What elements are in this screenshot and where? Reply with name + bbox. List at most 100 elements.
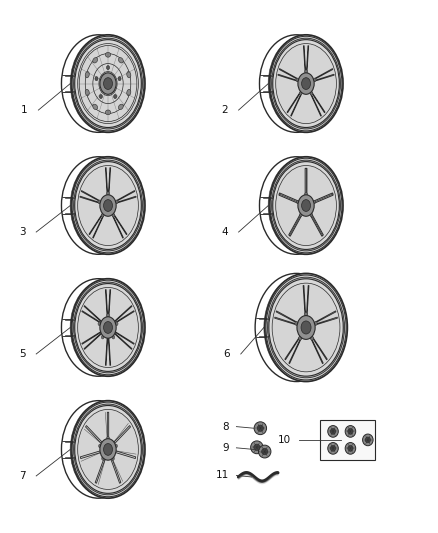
Polygon shape: [108, 335, 111, 366]
Bar: [320, 420, 374, 460]
Ellipse shape: [106, 110, 111, 115]
Ellipse shape: [75, 406, 141, 494]
Ellipse shape: [258, 445, 271, 458]
Ellipse shape: [98, 322, 101, 326]
Ellipse shape: [365, 437, 371, 443]
Text: 7: 7: [19, 471, 25, 481]
Ellipse shape: [71, 35, 145, 132]
Ellipse shape: [297, 316, 315, 340]
Polygon shape: [304, 46, 306, 76]
Ellipse shape: [251, 441, 263, 454]
Polygon shape: [113, 450, 136, 458]
Polygon shape: [84, 305, 103, 323]
Ellipse shape: [254, 444, 260, 450]
Polygon shape: [82, 330, 102, 344]
Ellipse shape: [268, 37, 334, 130]
Polygon shape: [289, 74, 300, 82]
Text: 5: 5: [19, 349, 25, 359]
Ellipse shape: [107, 192, 110, 195]
Ellipse shape: [268, 159, 334, 252]
Ellipse shape: [71, 401, 145, 498]
Ellipse shape: [115, 200, 118, 204]
Ellipse shape: [71, 279, 145, 376]
Ellipse shape: [127, 90, 131, 95]
Polygon shape: [106, 183, 110, 198]
Ellipse shape: [100, 73, 116, 94]
Polygon shape: [312, 74, 334, 82]
Polygon shape: [304, 61, 308, 76]
Ellipse shape: [118, 58, 123, 63]
Text: 8: 8: [222, 422, 229, 432]
Ellipse shape: [269, 157, 343, 254]
Polygon shape: [287, 90, 302, 113]
Ellipse shape: [314, 321, 317, 325]
Polygon shape: [107, 412, 109, 442]
Polygon shape: [106, 335, 108, 366]
Ellipse shape: [328, 442, 338, 454]
Ellipse shape: [107, 437, 110, 440]
Ellipse shape: [102, 457, 104, 461]
Ellipse shape: [295, 321, 298, 325]
Polygon shape: [108, 289, 111, 320]
Text: 1: 1: [21, 105, 28, 115]
Polygon shape: [275, 317, 300, 326]
Ellipse shape: [95, 77, 98, 80]
Polygon shape: [309, 90, 318, 103]
Polygon shape: [113, 196, 125, 204]
Ellipse shape: [272, 160, 340, 251]
Polygon shape: [310, 90, 325, 113]
Polygon shape: [308, 211, 323, 236]
Ellipse shape: [112, 457, 114, 461]
Ellipse shape: [310, 92, 313, 95]
Ellipse shape: [304, 312, 307, 316]
Polygon shape: [113, 305, 132, 323]
Polygon shape: [113, 332, 132, 350]
Text: 4: 4: [221, 227, 228, 237]
Ellipse shape: [273, 161, 339, 249]
Ellipse shape: [115, 444, 117, 448]
Ellipse shape: [70, 37, 136, 130]
Ellipse shape: [103, 321, 113, 333]
Ellipse shape: [100, 195, 116, 216]
Polygon shape: [313, 317, 337, 326]
Ellipse shape: [112, 335, 115, 339]
Ellipse shape: [113, 94, 117, 99]
Ellipse shape: [78, 166, 138, 246]
Ellipse shape: [78, 287, 138, 367]
Polygon shape: [113, 330, 124, 341]
Ellipse shape: [103, 443, 113, 455]
Ellipse shape: [254, 422, 267, 434]
Polygon shape: [279, 193, 301, 204]
Ellipse shape: [70, 281, 136, 374]
Ellipse shape: [112, 213, 115, 217]
Ellipse shape: [269, 35, 343, 132]
Ellipse shape: [301, 321, 311, 334]
Ellipse shape: [330, 446, 336, 451]
Polygon shape: [309, 90, 321, 116]
Text: 9: 9: [222, 443, 229, 453]
Ellipse shape: [270, 36, 342, 131]
Polygon shape: [305, 168, 307, 198]
Polygon shape: [96, 212, 105, 225]
Ellipse shape: [103, 78, 113, 90]
Ellipse shape: [74, 282, 142, 373]
Ellipse shape: [296, 78, 299, 82]
Ellipse shape: [363, 434, 373, 446]
Polygon shape: [81, 190, 102, 203]
Polygon shape: [278, 74, 300, 82]
Ellipse shape: [78, 409, 138, 489]
Polygon shape: [279, 69, 300, 81]
Ellipse shape: [276, 166, 336, 246]
Ellipse shape: [115, 322, 118, 326]
Ellipse shape: [328, 425, 338, 437]
Ellipse shape: [118, 104, 123, 110]
Polygon shape: [311, 74, 323, 82]
Ellipse shape: [330, 429, 336, 434]
Polygon shape: [111, 212, 120, 225]
Ellipse shape: [265, 273, 347, 382]
Ellipse shape: [93, 58, 98, 63]
Polygon shape: [276, 311, 300, 325]
Polygon shape: [106, 335, 110, 350]
Polygon shape: [309, 334, 319, 350]
Polygon shape: [92, 314, 103, 325]
